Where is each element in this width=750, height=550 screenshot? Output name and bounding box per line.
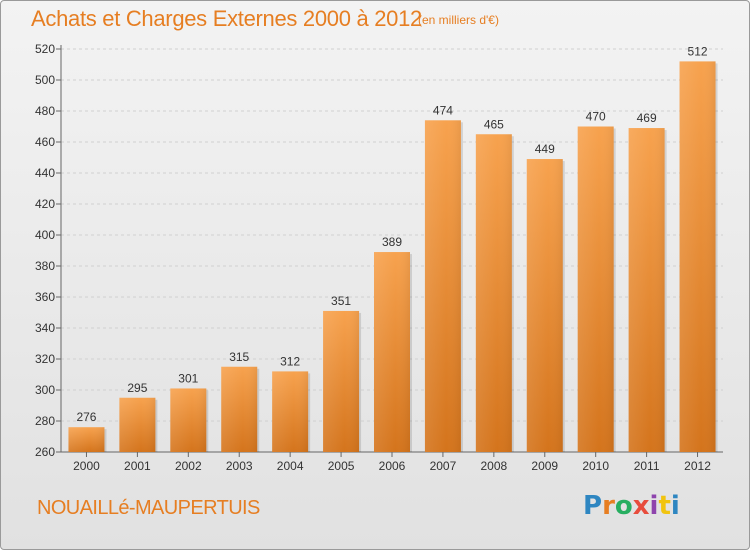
logo-letter: r: [602, 491, 615, 521]
value-label: 315: [229, 350, 249, 364]
x-tick-label: 2002: [175, 459, 202, 473]
x-tick-label: 2003: [226, 459, 253, 473]
bar-highlight: [679, 61, 716, 453]
bar-highlight: [119, 397, 156, 452]
x-tick-label: 2004: [277, 459, 304, 473]
y-tick-label: 520: [35, 42, 55, 56]
y-tick-label: 480: [35, 104, 55, 118]
value-label: 276: [76, 410, 96, 424]
x-tick-label: 2008: [480, 459, 507, 473]
x-tick-label: 2010: [582, 459, 609, 473]
bar-highlight: [577, 126, 614, 452]
value-label: 312: [280, 354, 300, 368]
x-tick-label: 2000: [73, 459, 100, 473]
bar-highlight: [170, 388, 207, 452]
x-tick-label: 2001: [124, 459, 151, 473]
bar-highlight: [374, 252, 410, 452]
bar-highlight: [68, 427, 105, 452]
bar-highlight: [323, 310, 360, 452]
logo-letter: x: [632, 491, 650, 521]
value-label: 474: [433, 103, 453, 117]
bar-highlight: [272, 371, 309, 452]
y-tick-label: 400: [35, 228, 55, 242]
logo-letter: P: [583, 491, 603, 521]
chart-title: Achats et Charges Externes 2000 à 2012: [31, 6, 422, 31]
bar-highlight: [221, 366, 258, 452]
x-tick-label: 2011: [634, 459, 660, 473]
logo-letter: t: [658, 491, 671, 521]
x-tick-label: 2012: [684, 459, 711, 473]
y-tick-label: 380: [35, 259, 55, 273]
bars: [68, 61, 718, 453]
y-tick-label: 280: [35, 414, 55, 428]
y-tick-label: 420: [35, 197, 55, 211]
y-tick-label: 340: [35, 321, 55, 335]
y-tick-label: 360: [35, 290, 55, 304]
place-name: NOUAILLé-MAUPERTUIS: [37, 497, 260, 519]
value-label: 295: [127, 381, 147, 395]
y-tick-label: 500: [35, 73, 55, 87]
y-tick-label: 440: [35, 166, 55, 180]
logo-letter: i: [649, 491, 659, 521]
labels: 260 280 300 320 340 360 380 400 420 440 460 480 500 5…: [35, 42, 711, 473]
value-label: 301: [178, 371, 198, 385]
bar-highlight: [475, 134, 512, 452]
y-tick-label: 320: [35, 352, 55, 366]
bar-highlight: [628, 128, 665, 453]
proxiti-logo[interactable]: Proxiti: [583, 491, 680, 521]
x-tick-label: 2007: [430, 459, 457, 473]
value-label: 351: [331, 294, 351, 308]
value-label: 389: [382, 235, 402, 249]
x-tick-label: 2005: [328, 459, 355, 473]
value-label: 465: [484, 117, 504, 131]
y-tick-label: 460: [35, 135, 55, 149]
bar-highlight: [424, 120, 461, 453]
y-tick-label: 300: [35, 383, 55, 397]
logo-letter: o: [614, 491, 633, 521]
bar-highlight: [526, 159, 563, 453]
x-tick-label: 2006: [379, 459, 406, 473]
value-label: 449: [535, 142, 555, 156]
chart-unit: (en milliers d'€): [418, 13, 499, 27]
value-label: 470: [586, 110, 606, 124]
value-label: 469: [637, 111, 657, 125]
value-label: 512: [688, 44, 708, 58]
logo-letter: i: [670, 491, 680, 521]
y-tick-label: 260: [35, 445, 55, 459]
x-tick-label: 2009: [531, 459, 558, 473]
